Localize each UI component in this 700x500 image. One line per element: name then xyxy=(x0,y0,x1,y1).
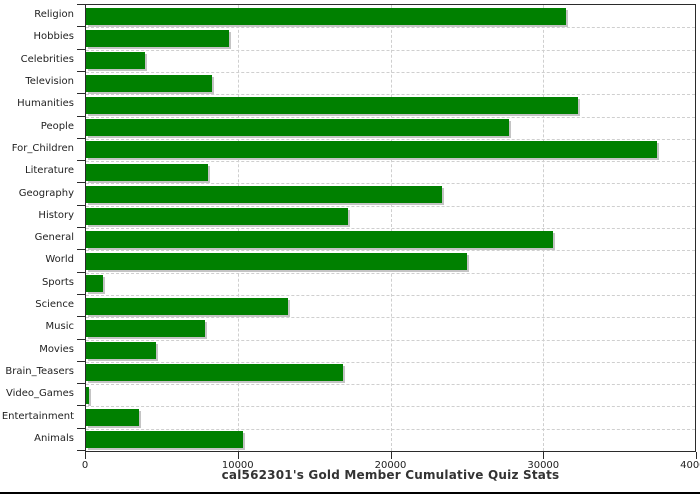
category-label: Animals xyxy=(34,432,74,444)
x-tick-label: 20000 xyxy=(374,460,407,471)
x-tick xyxy=(237,452,239,459)
y-tick xyxy=(77,115,85,117)
bar-general xyxy=(86,230,554,248)
x-tick xyxy=(85,452,86,459)
category-label: Science xyxy=(35,299,74,311)
bar-brain_teasers xyxy=(86,364,344,382)
bar-celebrities xyxy=(86,52,146,70)
bar-sports xyxy=(86,275,103,293)
y-tick xyxy=(77,160,85,162)
x-tick xyxy=(696,452,697,459)
x-tick-label: 40000 xyxy=(680,460,700,471)
horizontal-gridline xyxy=(86,294,695,296)
bar-world xyxy=(86,252,467,270)
chart-title: cal562301's Gold Member Cumulative Quiz … xyxy=(221,468,560,482)
category-label: Religion xyxy=(34,9,74,21)
category-label: Movies xyxy=(39,343,74,355)
category-label: Television xyxy=(25,76,74,88)
category-label: Entertainment xyxy=(1,410,74,422)
horizontal-gridline xyxy=(86,71,695,73)
category-label: Literature xyxy=(25,165,74,177)
x-tick xyxy=(543,452,545,459)
y-tick xyxy=(77,427,85,429)
bar-television xyxy=(86,74,213,92)
category-label: History xyxy=(38,209,74,221)
x-tick-label: 0 xyxy=(81,460,89,471)
category-label: Music xyxy=(45,321,74,333)
x-tick-label: 30000 xyxy=(527,460,560,471)
horizontal-gridline xyxy=(86,339,695,341)
horizontal-gridline xyxy=(86,138,695,140)
horizontal-gridline xyxy=(86,94,695,96)
x-tick-label: 10000 xyxy=(221,460,254,471)
y-tick xyxy=(77,4,85,5)
bar-religion xyxy=(86,7,566,25)
category-label: General xyxy=(34,232,74,244)
category-label: Celebrities xyxy=(20,53,74,65)
horizontal-gridline xyxy=(86,317,695,319)
horizontal-gridline xyxy=(86,428,695,430)
category-label: Sports xyxy=(41,276,74,288)
category-label: Brain_Teasers xyxy=(5,365,74,377)
y-tick xyxy=(77,360,85,362)
category-label: Humanities xyxy=(17,98,74,110)
y-tick xyxy=(77,182,85,184)
horizontal-gridline xyxy=(86,49,695,51)
horizontal-gridline xyxy=(86,161,695,163)
horizontal-gridline xyxy=(86,205,695,207)
y-tick xyxy=(77,93,85,95)
bar-humanities xyxy=(86,96,578,114)
horizontal-gridline xyxy=(86,384,695,386)
y-tick xyxy=(77,249,85,251)
horizontal-gridline xyxy=(86,116,695,118)
bar-movies xyxy=(86,342,157,360)
y-tick xyxy=(77,405,85,407)
y-tick xyxy=(77,48,85,50)
y-tick xyxy=(77,204,85,206)
horizontal-gridline xyxy=(86,361,695,363)
bottom-divider xyxy=(0,492,700,494)
bar-history xyxy=(86,208,348,226)
bar-video_games xyxy=(86,386,90,404)
y-tick xyxy=(77,70,85,72)
y-tick xyxy=(77,293,85,295)
category-label: Geography xyxy=(18,187,74,199)
category-label: People xyxy=(40,120,74,132)
horizontal-gridline xyxy=(86,272,695,274)
horizontal-gridline xyxy=(86,183,695,185)
bar-hobbies xyxy=(86,29,230,47)
horizontal-gridline xyxy=(86,250,695,252)
horizontal-gridline xyxy=(86,228,695,229)
x-tick xyxy=(390,452,392,459)
y-tick xyxy=(77,26,85,28)
y-tick xyxy=(77,383,85,385)
y-tick xyxy=(77,227,85,228)
bar-science xyxy=(86,297,289,315)
bar-entertainment xyxy=(86,409,140,427)
horizontal-gridline xyxy=(86,27,695,29)
bar-people xyxy=(86,119,510,137)
y-tick xyxy=(77,338,85,340)
category-label: Hobbies xyxy=(33,31,74,43)
y-tick xyxy=(77,271,85,273)
horizontal-gridline xyxy=(86,406,695,408)
bar-animals xyxy=(86,431,243,449)
y-tick xyxy=(77,137,85,139)
bar-music xyxy=(86,319,205,337)
bar-for_children xyxy=(86,141,657,159)
plot-area xyxy=(85,4,696,452)
bar-geography xyxy=(86,186,443,204)
y-tick xyxy=(77,450,85,451)
category-label: For_Children xyxy=(11,142,74,154)
category-label: World xyxy=(45,254,74,266)
y-tick xyxy=(77,316,85,318)
category-label: Video_Games xyxy=(6,388,74,400)
bar-literature xyxy=(86,163,208,181)
